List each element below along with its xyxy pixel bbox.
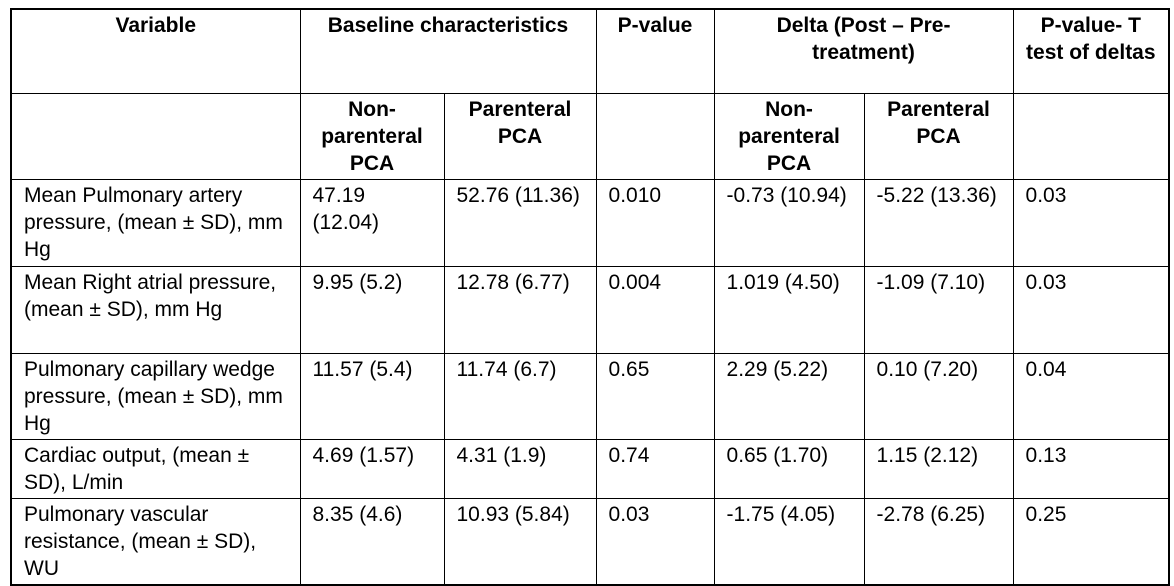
cell-delta-non-parenteral: 0.65 (1.70)	[713, 438, 865, 499]
cell-delta-non-parenteral: 2.29 (5.22)	[713, 352, 865, 440]
cell-p-value-t-test: 0.25	[1012, 497, 1170, 585]
header-row-sub: Non-parenteral PCA Parenteral PCA Non-pa…	[10, 92, 1170, 180]
subheader-empty-variable	[10, 92, 301, 180]
cell-p-value: 0.65	[595, 352, 715, 440]
cell-variable: Pulmonary capillary wedge pressure, (mea…	[10, 352, 301, 440]
cell-variable: Pulmonary vascular resistance, (mean ± S…	[10, 497, 301, 585]
cell-p-value-t-test: 0.03	[1012, 265, 1170, 354]
cell-delta-parenteral: 1.15 (2.12)	[863, 438, 1014, 499]
cell-p-value: 0.03	[595, 497, 715, 585]
cell-delta-non-parenteral: 1.019 (4.50)	[713, 265, 865, 354]
table-row-cardiac-output: Cardiac output, (mean ± SD), L/min 4.69 …	[10, 438, 1170, 499]
cell-baseline-parenteral: 10.93 (5.84)	[443, 497, 597, 585]
table-row-mean-right-atrial-pressure: Mean Right atrial pressure, (mean ± SD),…	[10, 265, 1170, 354]
header-baseline-characteristics: Baseline characteristics	[299, 8, 597, 94]
cell-variable: Mean Right atrial pressure, (mean ± SD),…	[10, 265, 301, 354]
cell-p-value: 0.004	[595, 265, 715, 354]
table-row-mean-pulmonary-artery-pressure: Mean Pulmonary artery pressure, (mean ± …	[10, 178, 1170, 267]
cell-baseline-parenteral: 12.78 (6.77)	[443, 265, 597, 354]
subheader-empty-p-value-t-test	[1012, 92, 1170, 180]
cell-delta-non-parenteral: -0.73 (10.94)	[713, 178, 865, 267]
cell-baseline-parenteral: 4.31 (1.9)	[443, 438, 597, 499]
subheader-baseline-parenteral: Parenteral PCA	[443, 92, 597, 180]
cell-p-value: 0.010	[595, 178, 715, 267]
cell-variable: Mean Pulmonary artery pressure, (mean ± …	[10, 178, 301, 267]
cell-baseline-non-parenteral: 4.69 (1.57)	[299, 438, 445, 499]
cell-delta-parenteral: 0.10 (7.20)	[863, 352, 1014, 440]
subheader-delta-non-parenteral: Non-parenteral PCA	[713, 92, 865, 180]
hemodynamics-comparison-table: Variable Baseline characteristics P-valu…	[10, 8, 1171, 586]
cell-baseline-parenteral: 11.74 (6.7)	[443, 352, 597, 440]
cell-p-value-t-test: 0.13	[1012, 438, 1170, 499]
cell-p-value-t-test: 0.04	[1012, 352, 1170, 440]
subheader-delta-parenteral: Parenteral PCA	[863, 92, 1014, 180]
cell-delta-parenteral: -1.09 (7.10)	[863, 265, 1014, 354]
cell-baseline-parenteral: 52.76 (11.36)	[443, 178, 597, 267]
header-p-value: P-value	[595, 8, 715, 94]
header-variable: Variable	[10, 8, 301, 94]
cell-delta-parenteral: -5.22 (13.36)	[863, 178, 1014, 267]
header-delta: Delta (Post – Pre-treatment)	[713, 8, 1014, 94]
table-row-pulmonary-vascular-resistance: Pulmonary vascular resistance, (mean ± S…	[10, 497, 1170, 585]
cell-baseline-non-parenteral: 47.19 (12.04)	[299, 178, 445, 267]
subheader-empty-p-value	[595, 92, 715, 180]
table-row-pulmonary-capillary-wedge-pressure: Pulmonary capillary wedge pressure, (mea…	[10, 352, 1170, 440]
cell-baseline-non-parenteral: 9.95 (5.2)	[299, 265, 445, 354]
cell-variable: Cardiac output, (mean ± SD), L/min	[10, 438, 301, 499]
cell-baseline-non-parenteral: 8.35 (4.6)	[299, 497, 445, 585]
cell-baseline-non-parenteral: 11.57 (5.4)	[299, 352, 445, 440]
cell-delta-non-parenteral: -1.75 (4.05)	[713, 497, 865, 585]
header-row-main: Variable Baseline characteristics P-valu…	[10, 8, 1170, 94]
cell-p-value: 0.74	[595, 438, 715, 499]
cell-p-value-t-test: 0.03	[1012, 178, 1170, 267]
cell-delta-parenteral: -2.78 (6.25)	[863, 497, 1014, 585]
subheader-baseline-non-parenteral: Non-parenteral PCA	[299, 92, 445, 180]
header-p-value-t-test: P-value- T test of deltas	[1012, 8, 1170, 94]
